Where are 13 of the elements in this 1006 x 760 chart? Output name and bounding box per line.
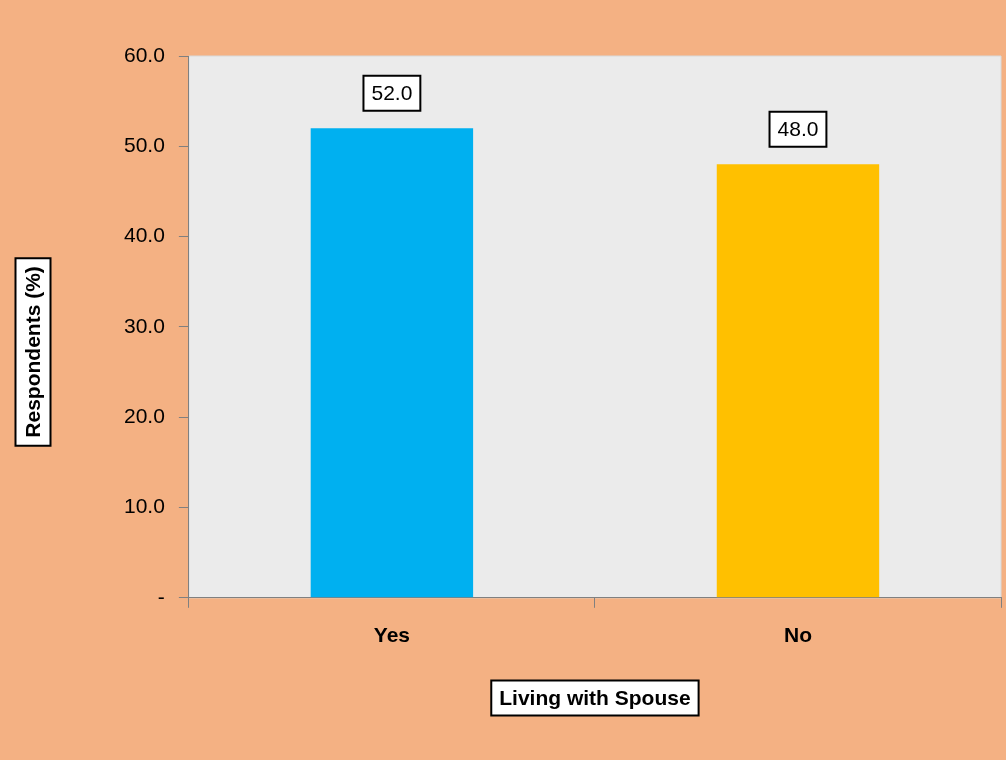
x-tick-label: Yes xyxy=(373,623,411,647)
x-axis-title: Living with Spouse xyxy=(499,685,691,709)
data-label: 52.0 xyxy=(371,81,413,105)
x-tick-label: No xyxy=(783,623,812,647)
y-axis-title: Respondents (%) xyxy=(20,266,44,438)
y-tick-label: 60.0 xyxy=(124,42,165,66)
data-label: 48.0 xyxy=(777,117,819,141)
y-tick-label: 30.0 xyxy=(124,313,165,337)
y-tick-label: - xyxy=(157,584,165,608)
y-tick-label: 20.0 xyxy=(124,404,165,427)
y-tick-label: 40.0 xyxy=(124,223,165,247)
y-tick-label: 50.0 xyxy=(124,133,165,157)
y-tick-label: 10.0 xyxy=(124,494,165,518)
